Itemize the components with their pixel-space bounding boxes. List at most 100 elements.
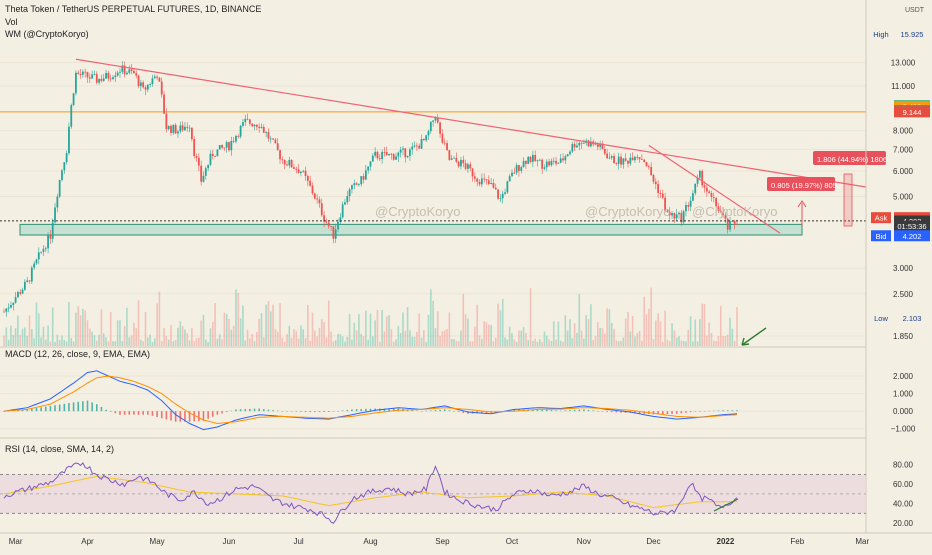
candle-body xyxy=(638,157,641,160)
volume-bar xyxy=(610,322,613,346)
volume-bar xyxy=(485,322,488,346)
candle-body xyxy=(599,143,602,147)
volume-bar xyxy=(580,330,583,346)
macd-histogram-bar xyxy=(666,411,669,415)
macd-histogram-bar xyxy=(713,410,715,412)
volume-bar xyxy=(258,318,260,346)
volume-bar xyxy=(413,336,416,346)
volume-bar xyxy=(671,323,673,346)
volume-bar xyxy=(63,339,66,346)
volume-bar xyxy=(652,339,655,346)
volume-bar xyxy=(527,340,530,346)
macd-tick-label: 2.000 xyxy=(893,372,914,381)
volume-bar xyxy=(680,340,683,346)
volume-bar xyxy=(689,316,692,346)
volume-bar xyxy=(504,337,506,346)
candle-body xyxy=(70,105,73,127)
macd-legend[interactable]: MACD (12, 26, close, 9, EMA, EMA) xyxy=(5,349,151,359)
price-badge[interactable]: Bid 4.202 xyxy=(871,230,930,242)
volume-bar xyxy=(325,337,328,346)
macd-histogram-bar xyxy=(638,411,641,414)
volume-bar xyxy=(467,318,469,346)
rsi-legend[interactable]: RSI (14, close, SMA, 14, 2) xyxy=(5,444,115,454)
candle-body xyxy=(302,170,305,172)
candle-body xyxy=(673,213,676,219)
macd-histogram-bar xyxy=(95,404,98,412)
candle-body xyxy=(56,196,59,208)
indicator-legend[interactable]: WM (@CryptoKoryo) xyxy=(5,29,89,39)
time-tick-label: Oct xyxy=(506,537,519,546)
volume-bar xyxy=(114,341,117,346)
volume-bar xyxy=(425,341,427,346)
volume-bar xyxy=(191,328,193,346)
price-badge[interactable]: 9.144 xyxy=(894,106,930,118)
macd-histogram-bar xyxy=(559,410,562,412)
volume-bar xyxy=(390,329,393,346)
candle-body xyxy=(33,263,36,268)
volume-bar xyxy=(388,315,390,346)
price-badge[interactable]: 01:53:36 xyxy=(894,220,930,232)
time-tick-label: Sep xyxy=(435,537,450,546)
target-annotation-1[interactable]: 0.805 (19.97%) 805 xyxy=(767,177,837,225)
volume-bar xyxy=(548,339,550,346)
candle-body xyxy=(260,126,263,128)
volume-bar xyxy=(40,337,42,346)
candle-body xyxy=(406,155,409,158)
volume-bar xyxy=(19,334,22,346)
macd-histogram-bar xyxy=(230,410,233,412)
volume-bar xyxy=(682,341,685,346)
green-arrow-annotation[interactable] xyxy=(741,327,767,346)
candle-body xyxy=(603,149,606,154)
macd-histogram-bar xyxy=(601,411,604,412)
macd-histogram-bar xyxy=(202,411,205,421)
macd-histogram-bar xyxy=(137,411,140,415)
volume-bar xyxy=(478,335,481,346)
candle-body xyxy=(293,167,295,169)
macd-histogram-bar xyxy=(188,411,191,422)
volume-bar xyxy=(436,311,439,346)
volume-bar xyxy=(541,341,543,346)
candle-body xyxy=(193,138,196,157)
volume-bar xyxy=(341,336,344,346)
macd-histogram-bar xyxy=(109,411,112,412)
price-badge[interactable]: High 15.925 xyxy=(871,28,930,40)
volume-bar xyxy=(606,308,608,346)
candle-body xyxy=(79,74,82,75)
time-axis: Mar Apr May Jun Jul Aug Sep Oct Nov Dec 2022 Feb Mar xyxy=(9,537,870,546)
volume-bar xyxy=(242,305,244,346)
candle-body xyxy=(659,193,662,194)
candle-body xyxy=(95,74,98,83)
candle-body xyxy=(675,214,678,219)
badge-value: 4.202 xyxy=(903,232,922,241)
macd-histogram-bar xyxy=(327,411,330,413)
volume-legend[interactable]: Vol xyxy=(5,17,18,27)
macd-histogram-bar xyxy=(91,402,93,412)
candle-body xyxy=(640,159,643,160)
candle-body xyxy=(19,292,22,294)
candle-body xyxy=(47,234,49,249)
volume-bar xyxy=(659,321,662,346)
macd-histogram-bar xyxy=(295,411,298,412)
macd-histogram-bar xyxy=(174,411,177,422)
volume-bar xyxy=(576,332,578,346)
candle-body xyxy=(281,159,284,161)
candle-body xyxy=(399,149,402,153)
macd-histogram-bar xyxy=(383,408,386,412)
target-annotation-2[interactable]: 1.806 (44.94%) 1806 xyxy=(813,151,887,227)
volume-bar xyxy=(453,339,455,346)
price-badge[interactable]: Low 2.103 xyxy=(871,312,930,324)
candle-body xyxy=(385,152,388,156)
macd-histogram-bar xyxy=(3,411,5,412)
candle-body xyxy=(587,140,590,147)
candle-body xyxy=(696,177,699,184)
volume-bar xyxy=(174,339,177,346)
candle-body xyxy=(112,77,114,80)
volume-bar xyxy=(51,307,54,346)
candle-body xyxy=(369,161,372,167)
candle-body xyxy=(360,176,363,185)
volume-bar xyxy=(694,319,697,346)
time-tick-label: 2022 xyxy=(717,537,735,546)
chart-title[interactable]: Theta Token / TetherUS PERPETUAL FUTURES… xyxy=(5,4,262,14)
